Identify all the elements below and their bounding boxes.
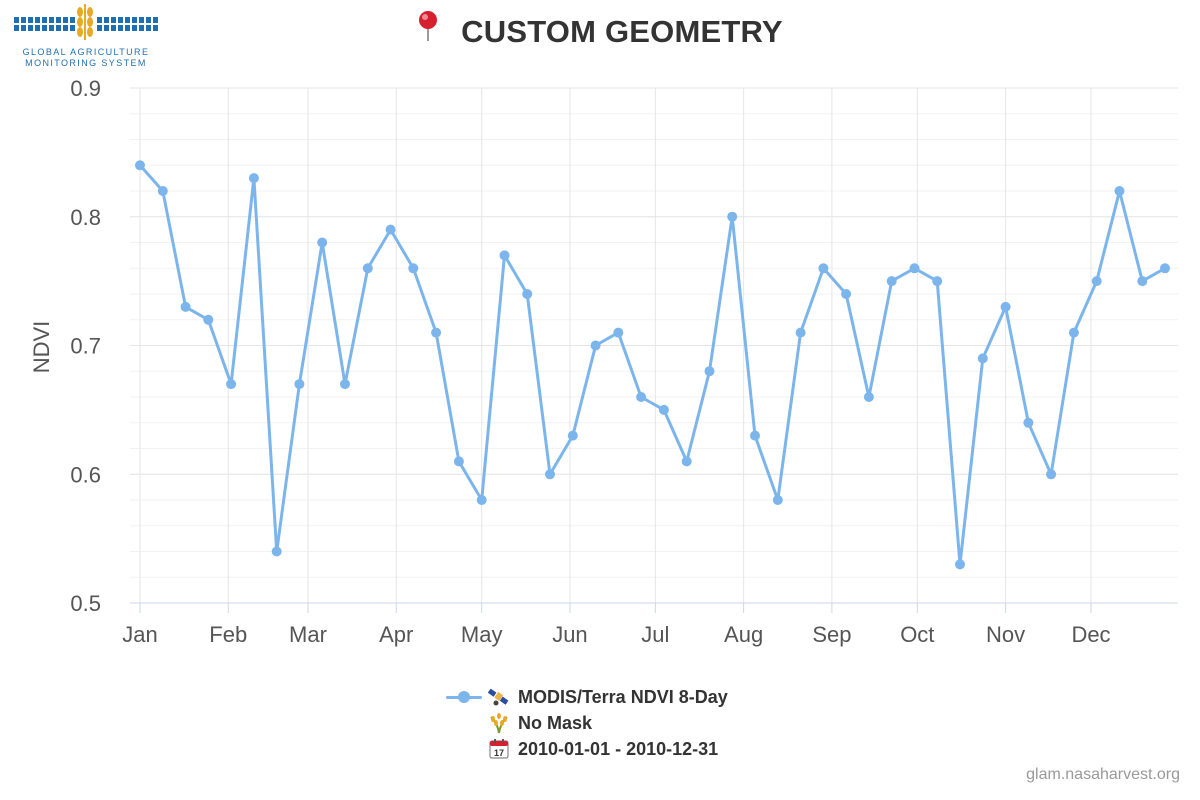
x-tick-label: Jun	[552, 622, 587, 647]
x-tick-label: Jul	[641, 622, 669, 647]
data-point[interactable]	[157, 186, 168, 196]
data-point[interactable]	[818, 263, 829, 274]
data-point[interactable]	[499, 250, 510, 261]
data-point[interactable]	[385, 224, 396, 235]
x-tick-label: Feb	[209, 622, 247, 647]
legend-item-date-range: 17 2010-01-01 - 2010-12-31	[446, 736, 728, 762]
crop-icon	[488, 712, 510, 734]
source-credit[interactable]: glam.nasaharvest.org	[1026, 766, 1180, 783]
data-point[interactable]	[1114, 186, 1125, 196]
data-point[interactable]	[932, 276, 943, 287]
map-pin-icon	[417, 10, 439, 50]
data-point[interactable]	[1137, 276, 1148, 287]
y-tick-label: 0.6	[70, 462, 101, 487]
data-point[interactable]	[226, 379, 237, 390]
data-point[interactable]	[1046, 469, 1057, 480]
data-point[interactable]	[567, 430, 578, 441]
data-point[interactable]	[362, 263, 373, 274]
data-point[interactable]	[408, 263, 419, 274]
data-point[interactable]	[522, 289, 533, 299]
legend-series-label: MODIS/Terra NDVI 8-Day	[518, 687, 728, 707]
data-point[interactable]	[750, 430, 760, 441]
data-point[interactable]	[795, 327, 806, 338]
legend-series-swatch	[446, 687, 482, 707]
data-point[interactable]	[955, 559, 965, 570]
data-point[interactable]	[1068, 327, 1079, 338]
data-point[interactable]	[248, 173, 259, 184]
legend-item-modis-ndvi[interactable]: MODIS/Terra NDVI 8-Day	[446, 684, 728, 710]
y-tick-label: 0.9	[70, 76, 101, 101]
data-point[interactable]	[704, 366, 715, 377]
chart-title-text: CUSTOM GEOMETRY	[461, 14, 783, 50]
x-tick-label: Oct	[900, 622, 934, 647]
data-point[interactable]	[431, 327, 442, 338]
data-point[interactable]	[772, 495, 783, 505]
data-point[interactable]	[180, 301, 191, 312]
glam-logo: GLOBAL AGRICULTURE MONITORING SYSTEM	[14, 4, 158, 68]
data-point[interactable]	[1091, 276, 1102, 287]
chart-title: CUSTOM GEOMETRY	[0, 11, 1200, 54]
data-point[interactable]	[271, 546, 282, 557]
data-point[interactable]	[1023, 417, 1034, 428]
data-point[interactable]	[135, 160, 145, 171]
data-point[interactable]	[977, 353, 988, 364]
y-tick-labels: 0.5 0.6 0.7 0.8 0.9	[70, 76, 101, 616]
y-tick-label: 0.7	[70, 334, 101, 359]
satellite-icon	[487, 686, 510, 708]
data-point[interactable]	[841, 289, 852, 299]
x-tick-label: Aug	[724, 622, 763, 647]
data-point[interactable]	[886, 276, 897, 287]
chart-axes	[130, 602, 1178, 613]
data-point[interactable]	[317, 237, 328, 248]
x-tick-label: Sep	[812, 622, 851, 647]
data-point[interactable]	[294, 379, 305, 390]
data-point[interactable]	[658, 404, 669, 415]
data-point[interactable]	[590, 340, 601, 351]
y-axis-title: NDVI	[29, 321, 54, 374]
y-tick-label: 0.8	[70, 205, 101, 230]
x-tick-labels: Jan Feb Mar Apr May Jun Jul Aug Sep Oct Nov Dec	[122, 622, 1110, 647]
legend-mask-label: No Mask	[518, 713, 593, 733]
data-point[interactable]	[613, 327, 624, 338]
data-point[interactable]	[545, 469, 555, 480]
data-point[interactable]	[727, 211, 738, 222]
data-point[interactable]	[1160, 263, 1170, 274]
glam-logo-mark: GLOBAL AGRICULTURE MONITORING SYSTEM	[14, 4, 158, 68]
x-tick-label: Mar	[289, 622, 327, 647]
x-tick-label: Dec	[1071, 622, 1110, 647]
data-point[interactable]	[203, 314, 214, 325]
x-tick-label: May	[461, 622, 503, 647]
data-point[interactable]	[340, 379, 350, 390]
x-tick-label: Nov	[986, 622, 1025, 647]
data-point[interactable]	[909, 263, 920, 274]
series-line	[138, 163, 1167, 566]
series-modis-ndvi	[135, 160, 1170, 570]
svg-text:17: 17	[494, 748, 504, 758]
legend-item-mask: No Mask	[446, 710, 728, 736]
data-point[interactable]	[863, 392, 874, 402]
ndvi-line-chart: 0.5 0.6 0.7 0.8 0.9 Jan Feb Mar Apr May Jun Jul Aug…	[29, 76, 1178, 647]
legend-date-label: 2010-01-01 - 2010-12-31	[518, 739, 719, 759]
x-tick-label: Jan	[122, 622, 157, 647]
data-point[interactable]	[681, 456, 692, 467]
data-point[interactable]	[1000, 301, 1011, 312]
logo-line1: GLOBAL AGRICULTURE	[23, 47, 150, 57]
data-point[interactable]	[636, 392, 647, 402]
x-tick-label: Apr	[379, 622, 413, 647]
calendar-icon: 17	[488, 738, 510, 760]
data-point[interactable]	[453, 456, 464, 467]
y-tick-label: 0.5	[70, 591, 101, 616]
logo-line2: MONITORING SYSTEM	[25, 58, 147, 68]
data-point[interactable]	[476, 495, 487, 505]
chart-legend[interactable]: MODIS/Terra NDVI 8-Day No Mask	[446, 684, 728, 762]
